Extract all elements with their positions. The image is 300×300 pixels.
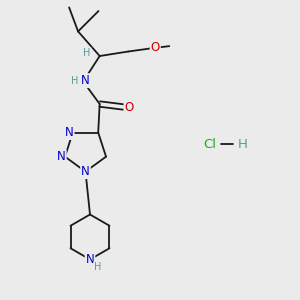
Text: N: N [85, 253, 94, 266]
Text: H: H [238, 137, 248, 151]
Text: H: H [70, 76, 78, 85]
Text: O: O [124, 100, 134, 113]
Text: N: N [65, 126, 74, 139]
Text: H: H [94, 262, 101, 272]
Text: H: H [83, 48, 91, 58]
Text: Cl: Cl [203, 137, 217, 151]
Text: N: N [81, 165, 90, 178]
Text: N: N [57, 150, 66, 163]
Text: N: N [81, 74, 90, 87]
Text: O: O [151, 41, 160, 54]
